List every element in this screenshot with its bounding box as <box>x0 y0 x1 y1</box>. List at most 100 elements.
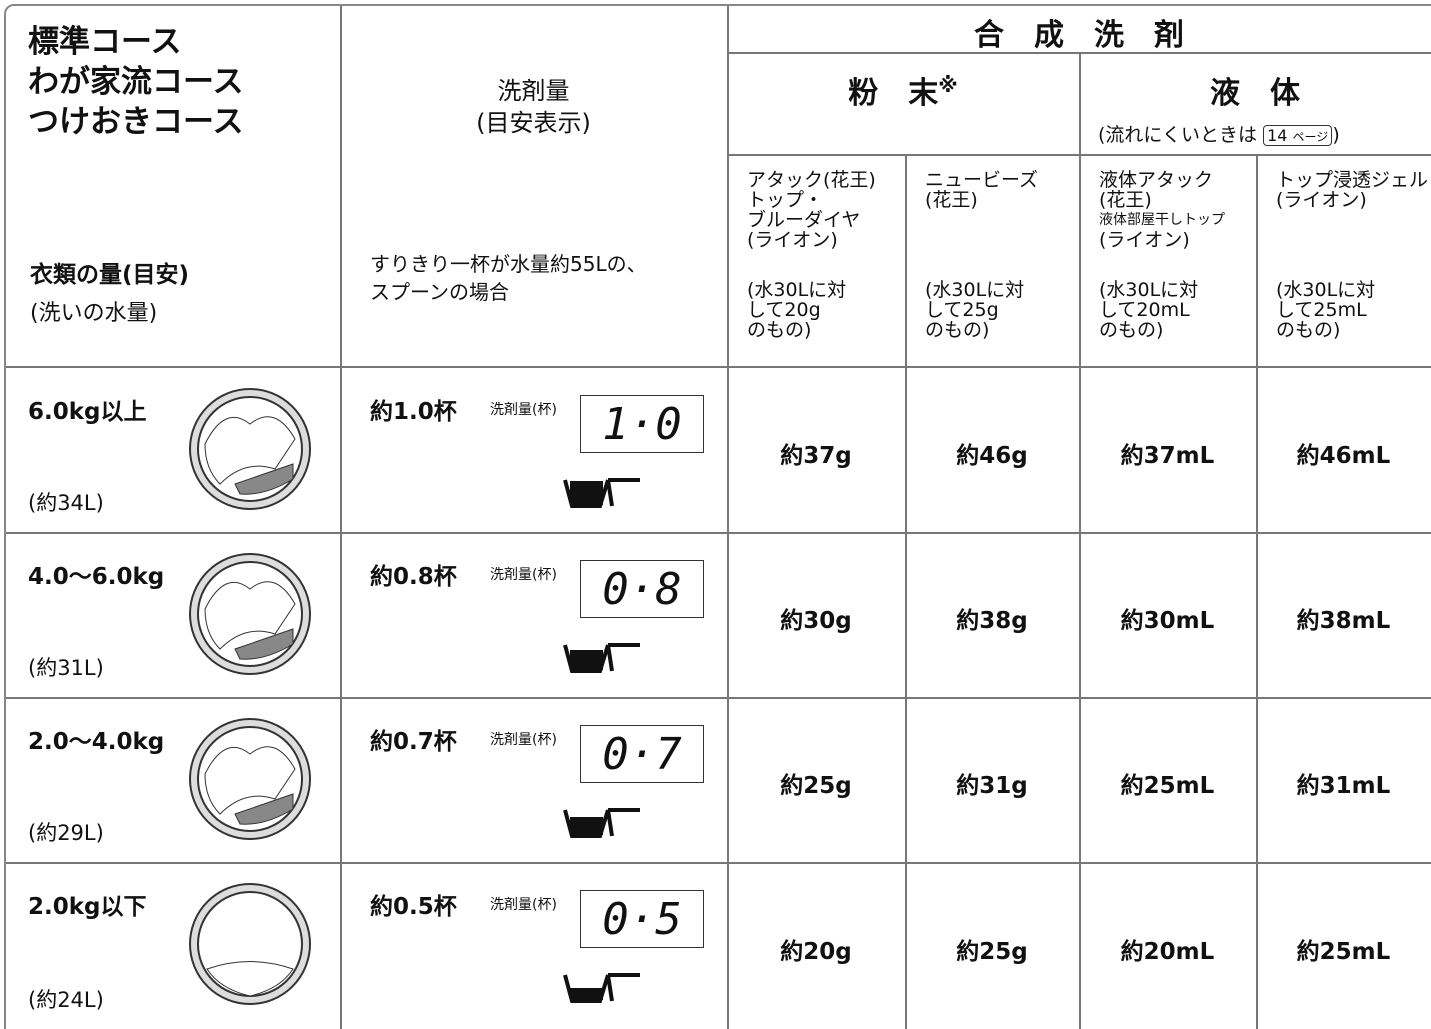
spec-line: のもの) <box>1099 319 1164 341</box>
drum-icon <box>189 883 311 1005</box>
course: わが家流コース <box>28 64 244 100</box>
cups: 約1.0杯 <box>370 399 457 425</box>
product-line: トップ浸透ジェル <box>1276 169 1429 191</box>
amount: 約25g <box>780 772 852 799</box>
load: 6.0kg以上 <box>28 399 147 425</box>
spec-line: して20mL <box>1099 299 1190 321</box>
water: (約24L) <box>28 988 104 1012</box>
product-line: (花王) <box>925 189 978 211</box>
product-line: トップ・ <box>747 189 824 211</box>
spec-line: (水30Lに対 <box>925 279 1025 301</box>
display: 0·8 <box>580 560 704 618</box>
amount: 約20mL <box>1120 938 1215 965</box>
spec-line: のもの) <box>1276 319 1341 341</box>
amount-title-text: 洗剤量 <box>497 77 570 105</box>
amount-title: 洗剤量 (目安表示) <box>340 75 727 139</box>
amount: 約31mL <box>1296 772 1391 799</box>
amount: 約25mL <box>1296 938 1391 965</box>
rule <box>6 532 1431 534</box>
amount: 約38mL <box>1296 607 1391 634</box>
spec-line: (水30Lに対 <box>1276 279 1376 301</box>
product: アタック(花王) トップ・ ブルーダイヤ (ライオン) <box>747 170 876 250</box>
powder-text: 粉 末 <box>848 76 939 111</box>
spec-line: して25g <box>925 299 999 321</box>
water: (約31L) <box>28 656 104 680</box>
cups: 約0.7杯 <box>370 729 457 755</box>
load: 4.0〜6.0kg <box>28 564 165 590</box>
product-line: ニュービーズ <box>925 169 1039 191</box>
product-line: 液体アタック <box>1099 169 1214 191</box>
powder: 粉 末※ <box>727 68 1079 112</box>
product-spec: (水30Lに対 して20mL のもの) <box>1099 280 1198 340</box>
product-spec: (水30Lに対 して25mL のもの) <box>1276 280 1375 340</box>
spec-line: のもの) <box>925 319 990 341</box>
note-line: すりきり一杯が水量約55Lの、 <box>370 252 647 276</box>
product-spec: (水30Lに対 して25g のもの) <box>925 280 1024 340</box>
rule <box>905 154 907 1029</box>
cup-icon <box>563 973 640 1003</box>
cup-icon <box>563 643 640 673</box>
product: 液体アタック (花王) 液体部屋干しトップ (ライオン) <box>1099 170 1225 250</box>
water: (約34L) <box>28 491 104 515</box>
cups: 約0.5杯 <box>370 894 457 920</box>
amount: 約30mL <box>1120 607 1215 634</box>
display: 0·5 <box>580 890 704 948</box>
cup-icon <box>563 808 640 838</box>
product-line: ブルーダイヤ <box>747 209 861 231</box>
rule <box>340 6 342 1029</box>
page-unit: ページ <box>1292 130 1329 144</box>
product-line: (ライオン) <box>747 229 838 251</box>
drum-icon <box>189 718 311 840</box>
liquid-note: (流れにくいときは 14 ページ) <box>1098 120 1340 147</box>
load: 2.0〜4.0kg <box>28 729 165 755</box>
page-num: 14 <box>1267 126 1288 145</box>
amount: 約25g <box>956 938 1028 965</box>
amount-sub: (目安表示) <box>476 109 591 137</box>
spec-line: して20g <box>747 299 821 321</box>
product-line: (ライオン) <box>1276 189 1367 211</box>
product: トップ浸透ジェル (ライオン) <box>1276 170 1428 210</box>
amount: 約46mL <box>1296 442 1391 469</box>
display: 1·0 <box>580 395 704 453</box>
product-line: (花王) <box>1099 189 1152 211</box>
rule <box>727 6 729 1029</box>
amount: 約37g <box>780 442 852 469</box>
rule <box>6 862 1431 864</box>
display-label: 洗剤量(杯) <box>490 567 557 583</box>
load-sub: (洗いの水量) <box>30 301 158 326</box>
page-ref[interactable]: 14 ページ <box>1263 125 1333 146</box>
display: 0·7 <box>580 725 704 783</box>
product-line: 液体部屋干しトップ <box>1099 212 1225 228</box>
amount: 約46g <box>956 442 1028 469</box>
drum-icon <box>189 388 311 510</box>
product-spec: (水30Lに対 して20g のもの) <box>747 280 846 340</box>
amount: 約30g <box>780 607 852 634</box>
note-prefix: (流れにくいときは <box>1098 124 1258 146</box>
product-line: アタック(花王) <box>747 169 876 191</box>
spec-line: のもの) <box>747 319 812 341</box>
rule <box>6 697 1431 699</box>
rule <box>1256 154 1258 1029</box>
drum-icon <box>189 553 311 675</box>
product-line: (ライオン) <box>1099 229 1190 251</box>
spec-line: して25mL <box>1276 299 1367 321</box>
cup-icon <box>563 478 640 508</box>
display-label: 洗剤量(杯) <box>490 897 557 913</box>
amount: 約20g <box>780 938 852 965</box>
amount: 約31g <box>956 772 1028 799</box>
course: つけおきコース <box>28 104 244 140</box>
water: (約29L) <box>28 821 104 845</box>
cups: 約0.8杯 <box>370 564 457 590</box>
rule <box>1079 52 1081 1029</box>
spec-line: (水30Lに対 <box>1099 279 1199 301</box>
load: 2.0kg以下 <box>28 894 147 920</box>
spec-line: (水30Lに対 <box>747 279 847 301</box>
powder-mark: ※ <box>938 73 958 97</box>
display-label: 洗剤量(杯) <box>490 402 557 418</box>
course: 標準コース <box>28 24 182 60</box>
synthetic: 合 成 洗 剤 <box>974 18 1184 53</box>
display-label: 洗剤量(杯) <box>490 732 557 748</box>
rule <box>6 366 1431 368</box>
amount: 約38g <box>956 607 1028 634</box>
liquid: 液 体 <box>1210 76 1300 111</box>
